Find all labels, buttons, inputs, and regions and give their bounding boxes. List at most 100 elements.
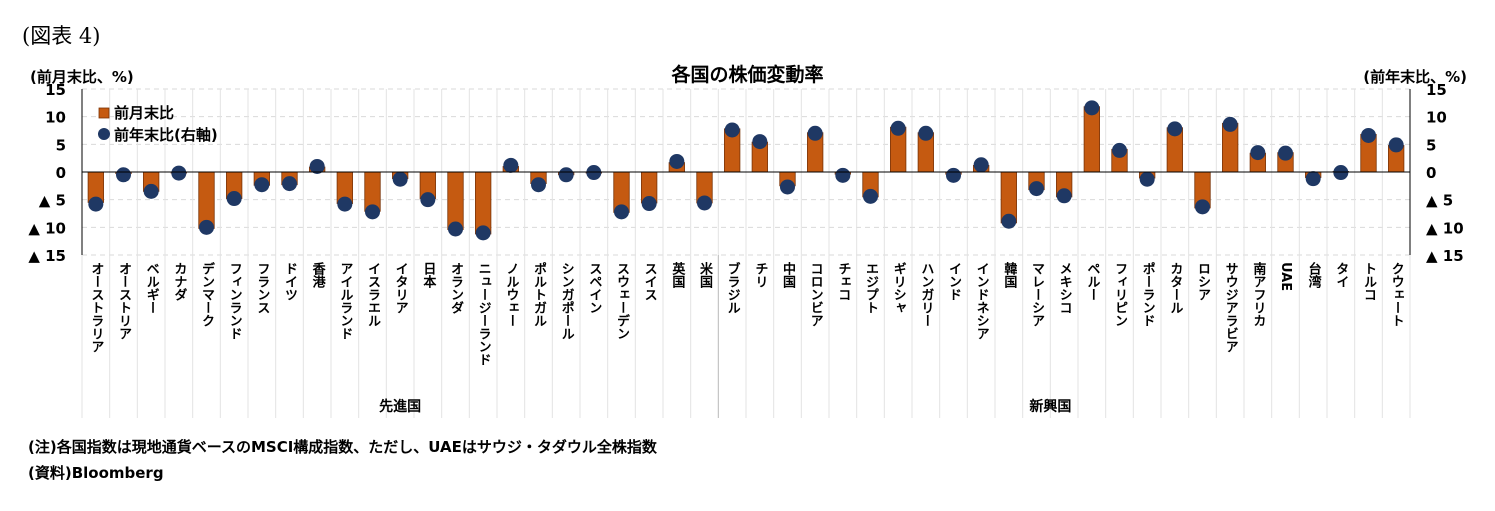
category-label: デンマーク	[199, 261, 215, 327]
dot-日本	[420, 192, 436, 208]
category-label: ポルトガル	[531, 261, 547, 327]
dot-ペルー	[1084, 100, 1100, 116]
dot-ロシア	[1195, 199, 1210, 215]
dot-スペイン	[586, 165, 602, 181]
category-label: マレーシア	[1029, 262, 1044, 327]
dot-スウェーデン	[614, 204, 629, 220]
category-label: イタリア	[393, 262, 409, 314]
group-label: 先進国	[379, 398, 421, 415]
figure-label: (図表 4)	[22, 24, 101, 48]
dot-チェコ	[835, 167, 851, 183]
category-label: トルコ	[1361, 262, 1377, 301]
dot-フランス	[254, 177, 270, 193]
category-label: フランス	[254, 262, 269, 314]
dot-カナダ	[171, 165, 187, 181]
y-tick-label-left: 10	[45, 109, 66, 127]
category-label: イスラエル	[365, 262, 381, 327]
category-label: ベルギー	[144, 262, 160, 314]
dot-スイス	[641, 196, 657, 212]
category-label: 米国	[697, 261, 713, 289]
dot-中国	[780, 179, 795, 195]
chart-title: 各国の株価変動率	[671, 64, 824, 86]
dot-南アフリカ	[1250, 145, 1266, 161]
dot-韓国	[1001, 213, 1017, 229]
category-label: シンガポール	[559, 262, 575, 340]
dot-ノルウェー	[503, 157, 519, 173]
category-label: サウジアラビア	[1223, 262, 1239, 353]
y-tick-label-left: 0	[56, 164, 66, 182]
dot-ベルギー	[143, 183, 159, 199]
legend-dot-swatch	[98, 128, 110, 140]
dot-マレーシア	[1029, 181, 1044, 197]
legend-bar-label: 前月末比	[114, 104, 174, 122]
chart-note: (注)各国指数は現地通貨ベースのMSCI構成指数、ただし、UAEはサウジ・タダウ…	[28, 438, 657, 456]
dot-オランダ	[448, 221, 463, 237]
category-label: ブラジル	[725, 261, 741, 314]
bar-ニュージーランド	[475, 171, 492, 235]
y-tick-label-left: ▲ 5	[39, 192, 66, 210]
dot-オーストリア	[116, 167, 131, 183]
category-label: スイス	[642, 262, 658, 301]
dot-アイルランド	[337, 196, 353, 212]
category-label: インドネシア	[974, 262, 990, 340]
dot-台湾	[1305, 171, 1321, 187]
dot-フィリピン	[1112, 142, 1127, 158]
category-label: ハンガリー	[918, 262, 934, 327]
category-label: コロンビア	[808, 262, 823, 327]
category-label: 英国	[669, 261, 686, 289]
dot-UAE	[1278, 145, 1293, 161]
y-tick-label-right: ▲ 15	[1426, 247, 1464, 265]
dot-香港	[309, 158, 325, 174]
bar-ペルー	[1083, 106, 1100, 173]
category-label: フィンランド	[227, 262, 242, 340]
dot-イタリア	[392, 171, 408, 187]
dot-イスラエル	[365, 204, 380, 220]
legend-dot-label: 前年末比(右軸)	[114, 126, 218, 144]
category-label: オランダ	[448, 262, 464, 314]
category-label: アイルランド	[337, 262, 353, 340]
y-tick-label-right: 15	[1426, 81, 1447, 99]
chart-source: (資料)Bloomberg	[28, 464, 164, 482]
category-label: スペイン	[586, 262, 602, 314]
dot-メキシコ	[1056, 188, 1072, 204]
dot-オーストラリア	[88, 196, 104, 212]
dot-タイ	[1333, 165, 1349, 181]
dot-インド	[946, 167, 961, 183]
dot-ポーランド	[1139, 171, 1155, 187]
category-label: カタール	[1167, 262, 1183, 314]
dot-ポルトガル	[531, 177, 546, 193]
category-label: ロシア	[1195, 262, 1210, 301]
y-tick-label-right: 0	[1426, 164, 1436, 182]
category-label: メキシコ	[1057, 262, 1072, 314]
dot-トルコ	[1361, 127, 1376, 143]
category-label: チェコ	[835, 262, 850, 301]
category-label: 台湾	[1306, 261, 1322, 289]
dot-エジプト	[863, 188, 878, 204]
category-label: オーストリア	[116, 262, 132, 340]
dot-チリ	[752, 134, 768, 150]
legend-bar-swatch	[98, 107, 110, 119]
category-label: UAE	[1278, 262, 1293, 291]
dot-米国	[697, 195, 712, 211]
category-label: スウェーデン	[614, 262, 629, 340]
dot-ハンガリー	[918, 125, 934, 141]
category-label: チリ	[752, 262, 767, 288]
y-tick-label-right: ▲ 10	[1426, 219, 1464, 237]
y-tick-label-left: 5	[56, 136, 66, 154]
dot-シンガポール	[558, 167, 574, 183]
category-label: 南アフリカ	[1250, 261, 1266, 327]
dot-インドネシア	[973, 157, 989, 173]
dot-英国	[669, 153, 685, 169]
category-label: 日本	[420, 262, 436, 289]
category-label: 中国	[780, 261, 796, 289]
dot-ブラジル	[724, 122, 740, 138]
category-label: カナダ	[171, 262, 187, 301]
dot-コロンビア	[807, 125, 823, 141]
category-label: 韓国	[1001, 261, 1017, 289]
dot-クウェート	[1388, 137, 1404, 153]
category-label: 香港	[310, 261, 327, 289]
y-tick-label-right: ▲ 5	[1426, 192, 1453, 210]
category-label: フィリピン	[1112, 262, 1127, 327]
y-tick-label-left: ▲ 10	[28, 219, 66, 237]
